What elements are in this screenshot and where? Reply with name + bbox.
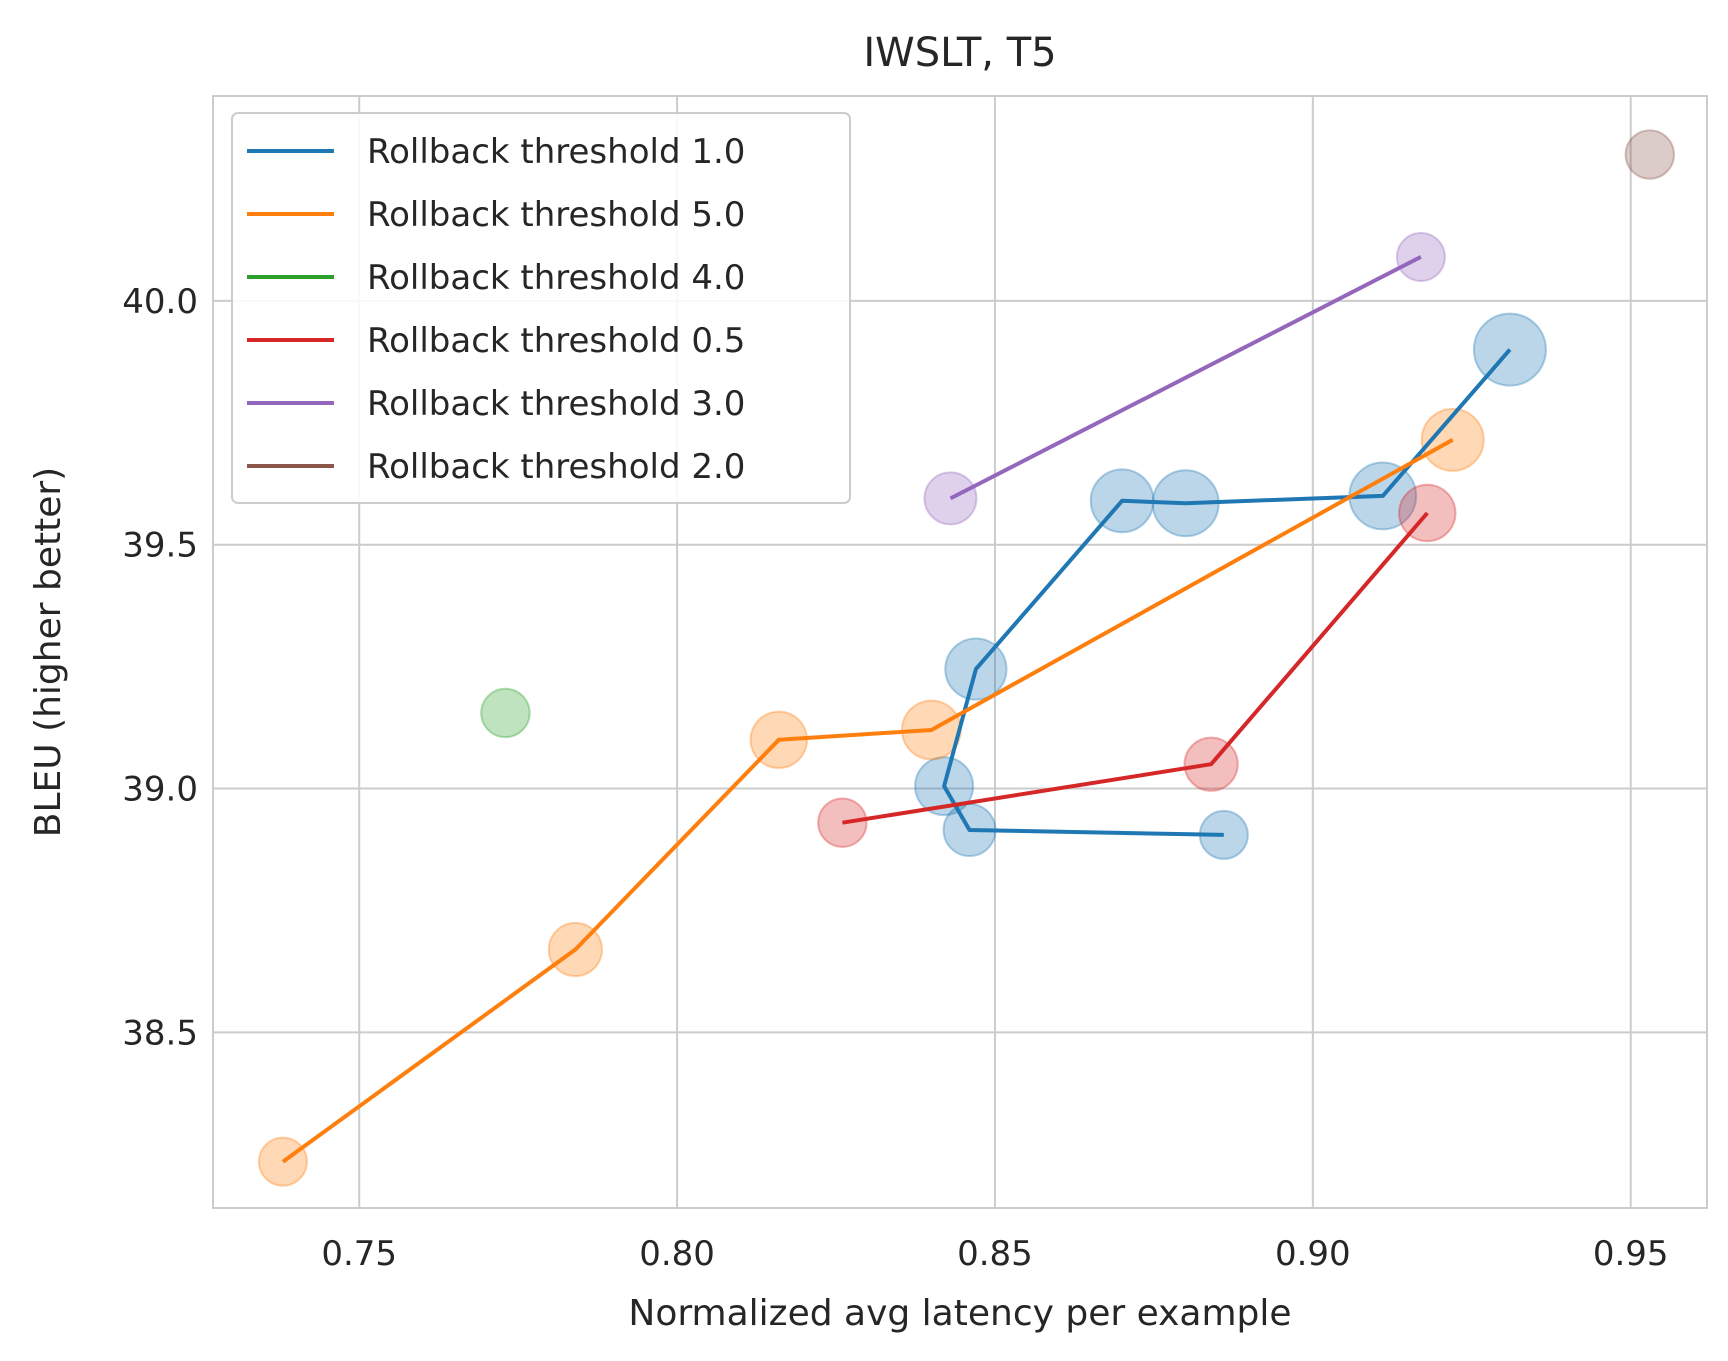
x-tick-label: 0.85 xyxy=(957,1234,1033,1274)
y-tick-label: 40.0 xyxy=(122,282,198,322)
legend: Rollback threshold 1.0 Rollback threshold… xyxy=(231,112,851,504)
legend-entry-label: Rollback threshold 2.0 xyxy=(367,447,745,487)
y-tick-label: 39.0 xyxy=(122,770,198,810)
legend-entry-label: Rollback threshold 3.0 xyxy=(367,384,745,424)
series-line xyxy=(281,438,1454,1164)
series-marker xyxy=(923,471,978,526)
legend-box xyxy=(231,112,851,504)
plot-frame xyxy=(212,95,1708,1209)
y-tick-label: 39.5 xyxy=(122,526,198,566)
series-line xyxy=(949,255,1422,501)
y-axis-label: BLEU (higher better) xyxy=(28,467,69,837)
x-tick-label: 0.80 xyxy=(639,1234,715,1274)
legend-entry-label: Rollback threshold 0.5 xyxy=(367,321,745,361)
series-marker xyxy=(1624,129,1675,180)
x-axis-label: Normalized avg latency per example xyxy=(628,1293,1291,1334)
series-marker xyxy=(480,687,531,739)
y-axis-ticks: 38.5 39.0 39.5 40.0 xyxy=(122,282,198,1054)
series-marker xyxy=(1472,312,1547,387)
series-markers xyxy=(257,129,1675,1187)
series-lines xyxy=(281,255,1512,1164)
legend-entry-label: Rollback threshold 4.0 xyxy=(367,258,745,298)
series-marker xyxy=(817,797,868,848)
y-tick-label: 38.5 xyxy=(122,1013,198,1053)
legend-entry-label: Rollback threshold 1.0 xyxy=(367,132,745,172)
x-tick-label: 0.95 xyxy=(1593,1234,1669,1274)
chart-title: IWSLT, T5 xyxy=(863,30,1056,76)
x-tick-label: 0.75 xyxy=(321,1234,397,1274)
x-tick-label: 0.90 xyxy=(1275,1234,1351,1274)
x-axis-ticks: 0.75 0.80 0.85 0.90 0.95 xyxy=(321,1234,1668,1274)
legend-entry-label: Rollback threshold 5.0 xyxy=(367,195,745,235)
series-line xyxy=(842,511,1429,825)
